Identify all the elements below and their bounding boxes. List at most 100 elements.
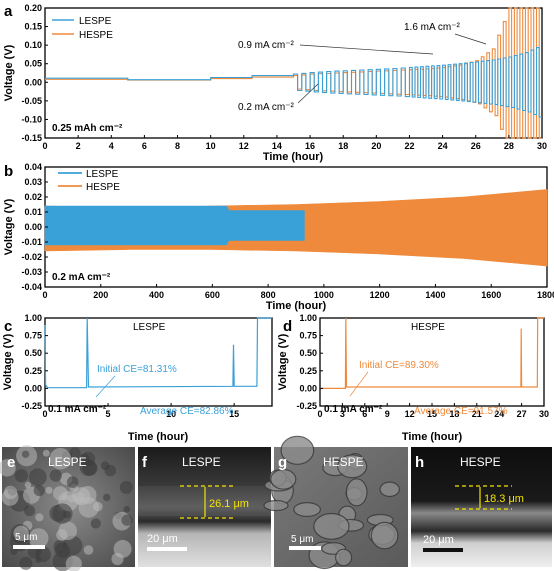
y-tick-label: -0.02 [21, 252, 42, 262]
panel-f-thickness: 26.1 μm [209, 498, 249, 510]
annotation-0-2: 0.2 mA cm⁻² [238, 102, 295, 113]
x-tick-label: 1800 [537, 290, 554, 300]
panel-h-scale-label: 20 μm [423, 534, 454, 546]
sem-grain [121, 514, 133, 526]
x-tick-label: 27 [517, 409, 527, 419]
sem-grain [83, 545, 94, 555]
x-tick-label: 10 [166, 409, 176, 419]
y-tick-label: -0.03 [21, 267, 42, 277]
panel-h-scale-bar [423, 548, 463, 552]
panel-d-initial-ce-arrow [349, 371, 369, 397]
panel-e-letter: e [7, 454, 15, 471]
panel-h-thickness: 18.3 μm [484, 493, 524, 505]
sem-grain [293, 502, 322, 518]
x-tick-label: 1600 [481, 290, 501, 300]
sem-grain [90, 518, 101, 529]
sem-grain [35, 546, 51, 563]
sem-grain [66, 476, 79, 488]
sem-grain [49, 447, 72, 470]
sem-grain [52, 503, 73, 524]
sem-grain [28, 528, 49, 549]
y-tick-label: 0.20 [24, 3, 42, 13]
sem-image-e-texture [0, 445, 133, 571]
panel-d: d 0 3 6 9 12 15 18 21 24 27 30 -0.25 0.00 0.25 0.50 0.7… [277, 313, 549, 443]
y-tick-label: 0.00 [299, 383, 317, 393]
sem-grain [21, 450, 30, 458]
sem-grain [42, 449, 50, 457]
legend-b-lespe-label: LESPE [86, 169, 119, 180]
panel-b-plot-area [44, 189, 548, 267]
sem-grain [270, 468, 297, 490]
y-tick-label: -0.10 [21, 114, 42, 124]
sem-grain [14, 469, 28, 483]
x-tick-label: 9 [385, 409, 390, 419]
x-tick-label: 5 [106, 409, 111, 419]
sem-grain [0, 459, 16, 477]
series-band-lespe [44, 205, 305, 246]
panel-d-initial-ce: Initial CE=89.30% [359, 360, 439, 371]
series-line-lespe [44, 317, 272, 389]
y-tick-label: 0.50 [299, 348, 317, 358]
y-tick-label: 0.03 [24, 177, 42, 187]
panel-b-note: 0.2 mA cm⁻² [52, 272, 111, 283]
sem-grain [13, 525, 29, 541]
sem-grain [379, 481, 400, 498]
annotation-0-2-arrow [297, 83, 319, 104]
panel-h-letter: h [415, 454, 424, 471]
sem-grain [370, 521, 399, 550]
panel-e-scale-label: 5 μm [15, 532, 37, 543]
panel-d-plot-area [320, 317, 544, 389]
x-tick-label: 30 [539, 409, 549, 419]
panel-h-label: HESPE [460, 455, 501, 469]
x-tick-label: 6 [142, 141, 147, 151]
sem-grain [79, 459, 97, 477]
annotation-0-9-arrow [299, 44, 434, 55]
sem-grain [19, 556, 33, 570]
x-tick-label: 6 [362, 409, 367, 419]
y-tick-label: 0.00 [24, 383, 42, 393]
panel-d-letter: d [283, 318, 292, 335]
sem-grain [78, 486, 97, 504]
panel-c-label: LESPE [133, 322, 166, 333]
sem-grain [313, 512, 350, 540]
panel-c-initial-ce-arrow [95, 375, 116, 398]
panel-g: g HESPE 5 μm [263, 435, 408, 570]
sem-grain [62, 535, 83, 556]
sem-grain [33, 485, 45, 497]
y-tick-label: 0.01 [24, 207, 42, 217]
sem-grain [10, 547, 18, 555]
panel-b: b 0 200 400 600 800 1000 1200 1400 1600 1800 -0.04… [3, 162, 554, 312]
x-tick-label: 26 [471, 141, 481, 151]
y-tick-label: 0.02 [24, 192, 42, 202]
panel-d-xlabel: Time (hour) [402, 431, 463, 443]
panel-f-scale-label: 20 μm [147, 533, 178, 545]
sem-grain [335, 548, 353, 567]
x-tick-label: 8 [175, 141, 180, 151]
x-tick-label: 800 [261, 290, 276, 300]
panel-c: c 0 5 10 15-0.250.000.250.500.751.00 LESPE … [2, 313, 273, 443]
x-tick-label: 20 [371, 141, 381, 151]
panel-e-scale-bar [13, 545, 45, 549]
panel-a-ylabel: Voltage (V) [3, 44, 15, 101]
x-tick-label: 22 [404, 141, 414, 151]
y-tick-label: 0.00 [24, 77, 42, 87]
legend-b-hespe-label: HESPE [86, 182, 120, 193]
y-tick-label: 1.00 [24, 313, 42, 323]
panel-c-plot-area [44, 317, 272, 389]
y-tick-label: 0.75 [24, 331, 42, 341]
panel-b-axes: 0 200 400 600 800 1000 1200 1400 1600 1800 -0.04 -0… [21, 162, 554, 300]
x-tick-label: 18 [449, 409, 459, 419]
panel-b-xlabel: Time (hour) [266, 300, 327, 312]
x-tick-label: 1000 [314, 290, 334, 300]
annotation-1-6: 1.6 mA cm⁻² [404, 22, 461, 33]
y-tick-label: -0.25 [21, 401, 42, 411]
sem-grain [345, 478, 368, 507]
panel-a-axes: 0 2 4 6 8 10 12 14 16 18 20 22 24 26 28 30-0.15-0.10-0.… [21, 3, 547, 151]
y-tick-label: -0.05 [21, 96, 42, 106]
x-tick-label: 1400 [425, 290, 445, 300]
panel-g-letter: g [278, 454, 287, 471]
panel-d-ylabel: Voltage (V) [277, 333, 289, 390]
sem-grain [123, 505, 131, 513]
panel-b-ylabel: Voltage (V) [3, 198, 15, 255]
x-tick-label: 200 [93, 290, 108, 300]
